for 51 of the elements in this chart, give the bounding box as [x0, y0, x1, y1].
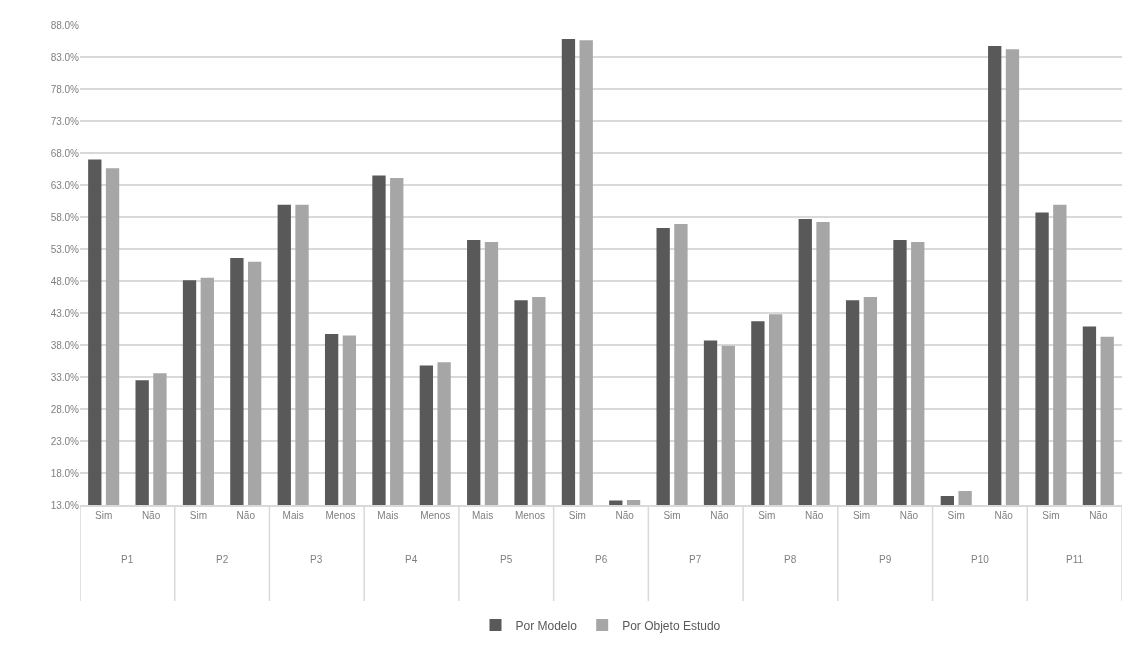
- x-tick-label: Não: [710, 509, 730, 521]
- y-tick-label: 88.0%: [50, 19, 80, 31]
- y-tick-label: 68.0%: [50, 147, 80, 159]
- y-tick-label: 48.0%: [50, 275, 80, 287]
- x-tick-label: Não: [236, 509, 256, 521]
- y-tick-label: 63.0%: [50, 179, 80, 191]
- x-tick-label: Sim: [189, 509, 208, 521]
- x-tick-label: Sim: [947, 509, 965, 521]
- x-tick-label: Sim: [568, 509, 586, 521]
- text: P8: [784, 554, 797, 565]
- y-tick-label: 58.0%: [50, 211, 80, 223]
- x-tick-label: Não: [1089, 509, 1108, 521]
- x-tick-label: Sim: [852, 509, 871, 521]
- text: P7: [689, 554, 702, 565]
- y-tick-label: 38.0%: [50, 339, 80, 351]
- text: P10: [971, 554, 990, 565]
- text: P5: [500, 554, 513, 565]
- text: P6: [595, 554, 608, 565]
- x-tick-label: Mais: [472, 509, 494, 521]
- y-tick-label: 83.0%: [50, 51, 80, 63]
- text: P11: [1066, 554, 1084, 565]
- x-tick-label: Não: [899, 509, 919, 521]
- y-tick-label: 78.0%: [50, 83, 80, 95]
- y-tick-label: 33.0%: [50, 371, 80, 383]
- y-tick-label: 18.0%: [50, 467, 80, 479]
- text: P9: [879, 554, 892, 565]
- y-tick-label: 43.0%: [50, 307, 80, 319]
- legend-label: Por Modelo: [515, 618, 578, 633]
- text: P2: [216, 554, 229, 565]
- y-tick-label: 73.0%: [50, 115, 80, 127]
- y-tick-label: 13.0%: [50, 499, 80, 511]
- y-tick-label: 23.0%: [50, 435, 80, 447]
- x-tick-label: Não: [994, 509, 1014, 521]
- x-tick-label: Sim: [663, 509, 681, 521]
- x-tick-label: Menos: [420, 509, 451, 521]
- y-tick-label: 53.0%: [50, 243, 80, 255]
- x-tick-label: Sim: [1042, 509, 1060, 521]
- x-tick-label: Mais: [377, 509, 399, 521]
- x-tick-label: Sim: [758, 509, 776, 521]
- text: P3: [310, 554, 323, 565]
- legend-label: Por Objeto Estudo: [622, 618, 721, 633]
- y-tick-label: 28.0%: [50, 403, 80, 415]
- text: P1: [121, 554, 134, 565]
- x-tick-label: Não: [615, 509, 635, 521]
- x-tick-label: Sim: [95, 509, 113, 521]
- x-tick-label: Mais: [282, 509, 304, 521]
- x-tick-label: Menos: [514, 509, 545, 521]
- x-tick-label: Não: [804, 509, 824, 521]
- x-tick-label: Menos: [325, 509, 356, 521]
- text: P4: [405, 554, 418, 565]
- x-tick-label: Não: [141, 509, 161, 521]
